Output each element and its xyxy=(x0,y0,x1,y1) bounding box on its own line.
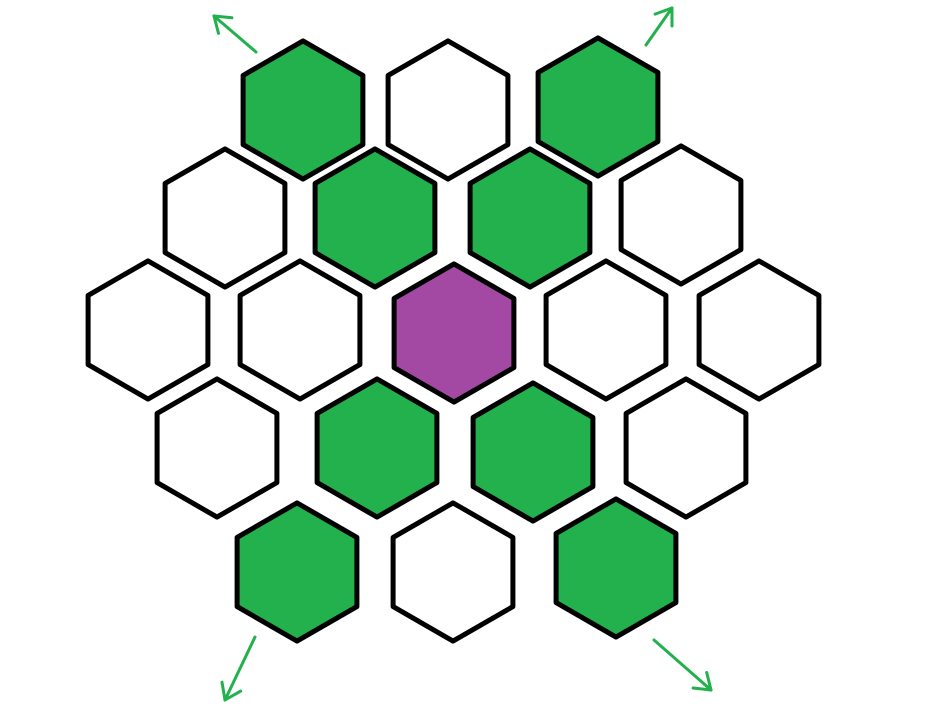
hex-cell-empty xyxy=(543,258,669,402)
hex-cell-green xyxy=(240,38,366,182)
hex-cell-empty xyxy=(85,258,211,402)
hex-cell-empty xyxy=(696,258,822,402)
hex-cell-green xyxy=(553,496,679,640)
arrow-down-left-icon xyxy=(220,635,257,702)
hex-grid xyxy=(85,35,822,644)
hex-cell-green xyxy=(312,146,438,290)
arrow-down-right-icon xyxy=(652,638,713,692)
arrow-up-right-icon xyxy=(644,6,674,47)
hex-cell-green xyxy=(467,146,593,290)
hex-cell-empty xyxy=(623,376,749,520)
hex-cell-green xyxy=(535,35,661,179)
hex-cell-empty xyxy=(162,146,288,290)
hex-cell-empty xyxy=(390,500,516,644)
hex-cell-green xyxy=(234,500,360,644)
hex-cell-empty xyxy=(154,376,280,520)
hex-cell-green xyxy=(314,376,440,520)
hex-cell-purple xyxy=(391,261,517,405)
direction-arrows xyxy=(212,6,713,702)
hex-cell-empty xyxy=(237,258,363,402)
hex-cell-empty xyxy=(618,143,744,287)
hex-cell-green xyxy=(470,380,596,524)
hex-cell-empty xyxy=(385,38,511,182)
arrow-up-left-icon xyxy=(212,14,258,54)
